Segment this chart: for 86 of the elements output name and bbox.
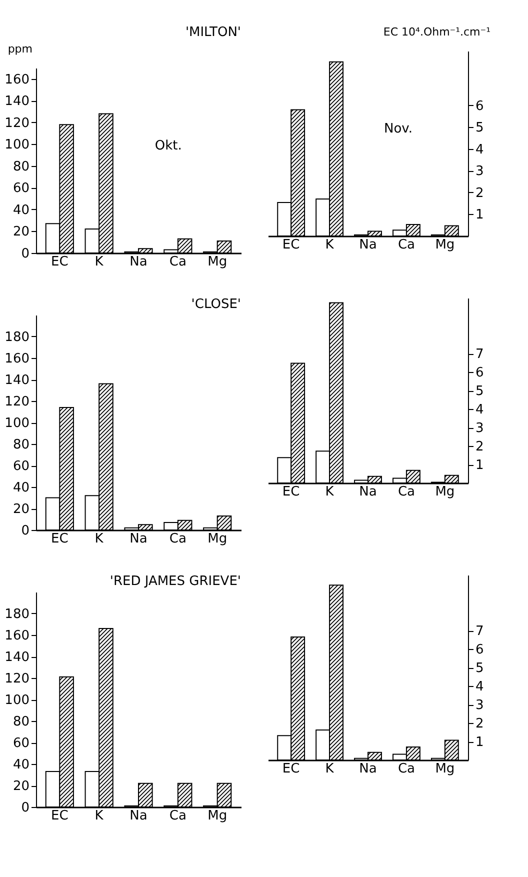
y-tick-label: 40 [12, 202, 30, 218]
y2-tick-label: 3 [476, 164, 484, 180]
y2-tick-label: 6 [476, 366, 484, 380]
y2-tick-label: 2 [476, 716, 484, 732]
y2-tick-label: 1 [476, 208, 484, 223]
x-tick-label: Ca [398, 484, 415, 500]
x-tick-label: K [325, 762, 334, 776]
x-tick-label: EC [282, 238, 300, 252]
x-tick-label: K [325, 484, 334, 500]
y-tick-label: 160 [4, 72, 30, 88]
y-tick-label: 180 [4, 607, 30, 622]
y2-tick-label: 3 [476, 421, 484, 436]
x-tick-label: Mg [435, 484, 455, 500]
y-tick-label: 40 [12, 480, 30, 496]
y-tick-label: 120 [4, 116, 30, 131]
chart-title: 'MILTON' [185, 25, 241, 40]
x-tick-label: K [94, 532, 104, 546]
x-tick-label: Na [130, 532, 148, 546]
annotation: Okt. [154, 138, 182, 154]
y-tick-label: 140 [4, 650, 30, 665]
x-tick-label: Na [359, 484, 377, 500]
x-tick-label: EC [282, 762, 300, 776]
y-tick-label: 140 [4, 373, 30, 388]
y-tick-label: 0 [21, 524, 30, 538]
y2-tick-label: 6 [476, 98, 484, 114]
x-tick-label: EC [51, 532, 68, 546]
y-tick-label: 80 [12, 714, 30, 730]
x-tick-label: K [94, 254, 104, 270]
y-tick-label: 120 [4, 394, 30, 410]
x-tick-label: Na [130, 254, 148, 270]
y-tick-label: 80 [12, 159, 30, 174]
x-tick-label: Na [359, 238, 377, 252]
y2-tick-label: 1 [476, 735, 484, 750]
y2-tick-label: 2 [476, 440, 484, 454]
y2-tick-label: 4 [476, 402, 484, 418]
y-axis-title: ppm [8, 42, 32, 56]
x-tick-label: Mg [435, 762, 455, 776]
chart-title: 'RED JAMES GRIEVE' [110, 574, 241, 589]
y2-tick-label: 5 [476, 661, 484, 676]
y2-tick-label: 7 [476, 347, 484, 362]
y-tick-label: 120 [4, 672, 30, 686]
y-tick-label: 160 [4, 628, 30, 644]
x-tick-label: K [94, 808, 104, 824]
y-tick-label: 140 [4, 94, 30, 110]
y2-axis-title: EC 10⁴.Ohm⁻¹.cm⁻¹ [383, 26, 490, 38]
y-tick-label: 60 [12, 459, 30, 474]
y-tick-label: 20 [12, 502, 30, 517]
x-tick-label: K [325, 238, 334, 252]
y2-tick-label: 5 [476, 384, 484, 399]
x-tick-label: Na [359, 762, 377, 776]
y-tick-label: 20 [12, 779, 30, 794]
y-tick-label: 20 [12, 224, 30, 240]
x-tick-label: Mg [208, 254, 228, 270]
y2-tick-label: 4 [476, 142, 484, 158]
x-tick-label: Mg [208, 808, 228, 824]
y-tick-label: 0 [21, 800, 30, 816]
x-tick-label: EC [51, 808, 68, 824]
y-tick-label: 100 [4, 138, 30, 153]
y-tick-label: 100 [4, 416, 30, 431]
y2-tick-label: 4 [476, 680, 484, 694]
y-tick-label: 160 [4, 352, 30, 366]
x-tick-label: Ca [169, 808, 186, 824]
y2-tick-label: 7 [476, 624, 484, 639]
y-tick-label: 60 [12, 181, 30, 196]
y2-tick-label: 5 [476, 120, 484, 136]
x-tick-label: Na [130, 808, 148, 824]
x-tick-label: Ca [169, 532, 186, 546]
y-tick-label: 40 [12, 758, 30, 772]
y-tick-label: 60 [12, 736, 30, 751]
x-tick-label: Ca [398, 762, 415, 776]
y2-tick-label: 6 [476, 642, 484, 658]
y-tick-label: 0 [21, 246, 30, 262]
y2-tick-label: 1 [476, 458, 484, 473]
x-tick-label: Mg [208, 532, 228, 546]
y2-tick-label: 2 [476, 186, 484, 201]
y-tick-label: 100 [4, 693, 30, 708]
y2-tick-label: 3 [476, 698, 484, 713]
y-tick-label: 80 [12, 438, 30, 452]
chart-title: 'CLOSE' [191, 297, 241, 312]
x-tick-label: Mg [435, 238, 455, 252]
x-tick-label: Ca [398, 238, 415, 252]
x-tick-label: Ca [169, 254, 186, 270]
x-tick-label: EC [282, 484, 300, 500]
x-tick-label: EC [51, 254, 68, 270]
y-tick-label: 180 [4, 330, 30, 345]
annotation: Nov. [384, 122, 412, 137]
